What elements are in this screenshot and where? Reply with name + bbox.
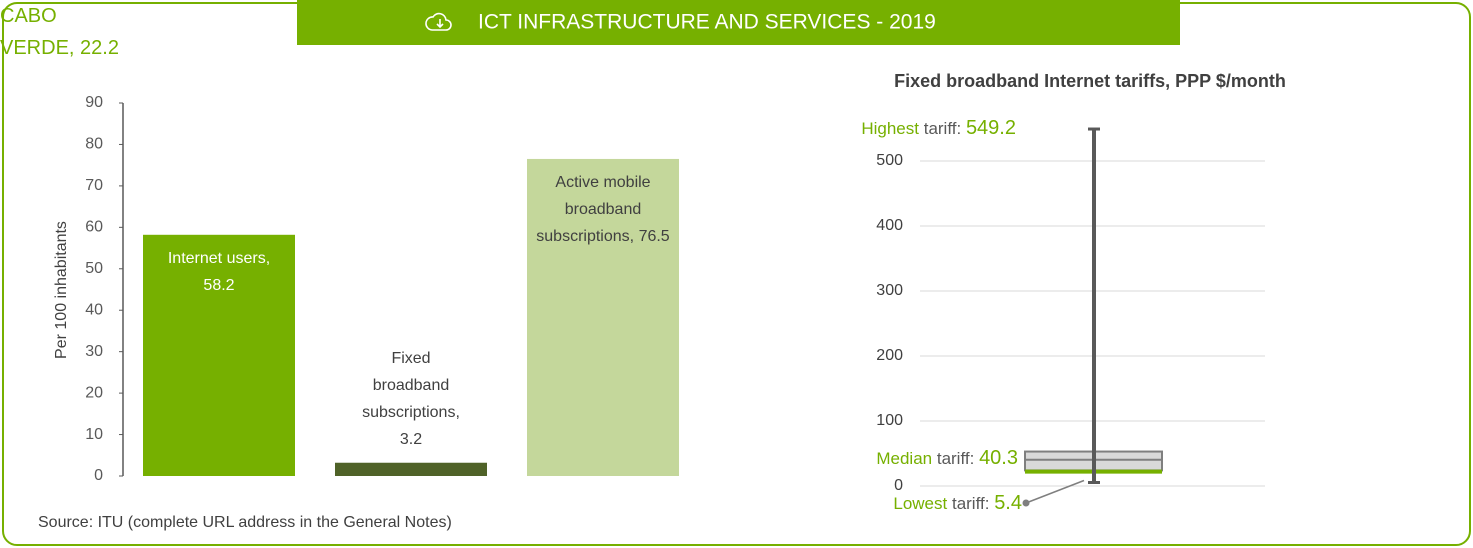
y-tick-label: 40 [85,301,103,318]
y-tick-label: 300 [876,282,903,299]
y-tick-label: 60 [85,219,103,236]
highest-annotation: Highest tariff: 549.2 [861,117,1016,140]
low-connector [1025,479,1085,504]
value-label: 76.5 [638,227,670,245]
cloud-icon [425,12,452,31]
y-tick-label: 200 [876,347,903,364]
chart-title: Fixed broadband Internet tariffs, PPP $/… [894,71,1286,91]
y-tick-label: 20 [85,384,103,401]
y-tick-label: 100 [876,412,903,429]
country-annotation: CABO VERDE, 22.2 [0,0,130,64]
bar-label: Active mobile broadband subscriptions, 7… [533,169,673,250]
bar [143,234,295,476]
highest-label2: tariff: [923,119,962,139]
bar [335,462,487,476]
median-label: Median [876,448,933,468]
category-label: Internet users, [167,249,271,267]
y-tick-label: 90 [85,94,103,111]
y-tick-label: 0 [94,467,103,484]
value-label: 3.2 [399,430,423,448]
median-annotation: Median tariff: 40.3 [876,447,1018,470]
y-tick-label: 70 [85,177,103,194]
y-tick-label: 400 [876,217,903,234]
lowest-value: 5.4 [994,492,1022,514]
bar-label: Internet users, 58.2 [164,245,274,299]
lowest-annotation: Lowest tariff: 5.4 [893,492,1022,515]
lowest-label: Lowest [893,494,948,513]
y-tick-label: 500 [876,152,903,169]
header-title: ICT INFRASTRUCTURE AND SERVICES - 2019 [478,11,936,34]
bar [527,158,679,476]
y-tick-label: 80 [85,136,103,153]
lowest-label2: tariff: [951,494,990,513]
value-label: 58.2 [203,276,235,294]
y-axis-label: Per 100 inhabitants [53,221,70,359]
low-dot [1022,499,1030,507]
country-name: CABO VERDE, [0,5,75,59]
country-value: 22.2 [80,37,119,59]
header-band [297,0,1180,45]
category-label: Active mobile broadband subscriptions, [536,173,651,245]
y-tick-label: 50 [85,260,103,277]
median-value: 40.3 [979,446,1018,469]
source-note: Source: ITU (complete URL address in the… [38,514,452,531]
bar-label: Fixed broadband subscriptions, 3.2 [351,345,471,453]
median-label2: tariff: [936,448,975,468]
y-tick-label: 0 [894,477,903,494]
y-tick-label: 10 [85,426,103,443]
category-label: Fixed broadband subscriptions, [362,349,460,421]
y-tick-label: 30 [85,343,103,360]
highest-label: Highest [861,119,919,139]
highest-value: 549.2 [965,117,1016,140]
